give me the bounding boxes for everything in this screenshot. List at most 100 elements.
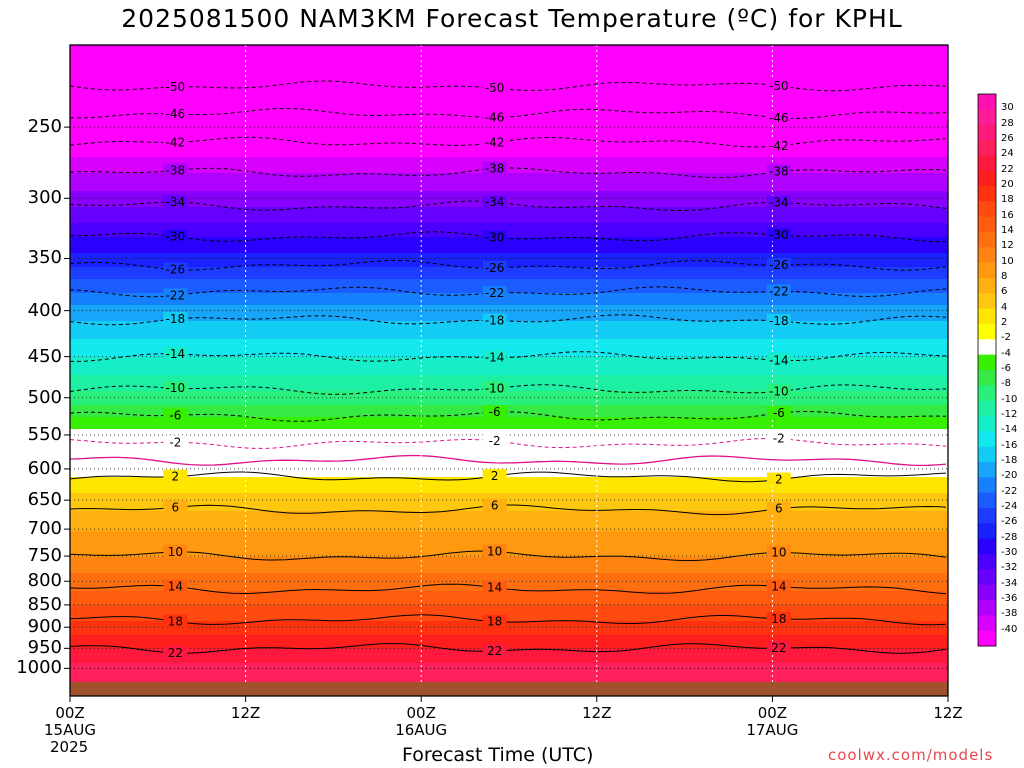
band-strip: [70, 333, 948, 336]
colorbar-frame: [977, 93, 997, 647]
y-tick-label: 950: [27, 637, 62, 659]
band-strip: [70, 77, 948, 80]
band-strip: [70, 239, 948, 242]
y-tick-label: 550: [27, 423, 62, 445]
band-strip: [70, 623, 948, 626]
isotherm-label-bg: [766, 501, 791, 515]
band-strip: [70, 215, 948, 218]
band-strip: [70, 155, 948, 158]
isotherm-label: 6: [491, 499, 499, 513]
band-strip: [70, 319, 948, 322]
colorbar-label: -12: [1001, 409, 1018, 420]
band-strip: [70, 569, 948, 572]
band-strip: [70, 417, 948, 420]
colorbar-swatch: [978, 109, 996, 126]
isotherm-label-bg: [163, 614, 188, 628]
y-tick-label: 450: [27, 345, 62, 367]
band-strip: [70, 361, 948, 364]
isotherm-label-bg: [766, 611, 791, 625]
band-strip: [70, 669, 948, 672]
band-strip: [70, 275, 948, 278]
colorbar-label: -6: [1001, 363, 1011, 374]
band-strip: [70, 365, 948, 368]
band-strip: [70, 197, 948, 200]
isotherm-label-bg: [163, 646, 188, 660]
colorbar-label: 14: [1001, 225, 1014, 236]
isotherm-line: [70, 107, 947, 119]
isotherm-line: [70, 351, 947, 362]
band-strip: [70, 185, 948, 188]
band-strip: [70, 257, 948, 260]
isotherm-label: -50: [485, 81, 505, 95]
band-strip: [70, 259, 948, 262]
band-strip: [70, 317, 948, 320]
band-strip: [70, 679, 948, 682]
band-strip: [70, 559, 948, 562]
band-strip: [70, 261, 948, 264]
band-strip: [70, 127, 948, 130]
band-strip: [70, 619, 948, 622]
colorbar-label: -22: [1001, 485, 1018, 497]
isotherm-line: [70, 259, 947, 271]
band-strip: [70, 57, 948, 60]
colorbar-swatch: [978, 262, 996, 279]
x-date-label: 15AUG: [44, 721, 96, 739]
colorbar-label: 18: [1001, 194, 1014, 206]
band-strip: [70, 639, 948, 642]
freezing-line: [70, 454, 947, 467]
band-strip: [70, 615, 948, 618]
isotherm-label: -6: [489, 405, 501, 419]
isotherm-label: -34: [166, 195, 186, 209]
colorbar-label: 22: [1001, 163, 1014, 175]
band-strip: [70, 373, 948, 376]
band-strip: [70, 573, 948, 576]
colorbar-label: 30: [1001, 102, 1014, 114]
isotherm-label: 14: [771, 579, 786, 593]
band-strip: [70, 355, 948, 358]
band-strip: [70, 469, 948, 472]
band-strip: [70, 167, 948, 170]
band-strip: [70, 49, 948, 52]
band-strip: [70, 137, 948, 140]
isotherm-label-bg: [766, 284, 791, 298]
isotherm-label: -22: [769, 284, 789, 298]
isotherm-label: -2: [489, 434, 501, 448]
band-strip: [70, 591, 948, 594]
band-strip: [70, 595, 948, 598]
band-strip: [70, 659, 948, 662]
band-strip: [70, 219, 948, 222]
isotherm-label-bg: [482, 469, 507, 483]
colorbar-label: -8: [1001, 378, 1011, 390]
band-strip: [70, 145, 948, 148]
band-strip: [70, 641, 948, 644]
band-strip: [70, 637, 948, 640]
band-strip: [70, 465, 948, 468]
band-strip: [70, 443, 948, 446]
band-strip: [70, 107, 948, 110]
isotherm-label-bg: [482, 405, 507, 419]
band-strip: [70, 243, 948, 246]
colorbar-label: -14: [1001, 424, 1018, 436]
isotherm-label-bg: [766, 138, 791, 152]
isotherm-label: -50: [166, 80, 186, 94]
band-strip: [70, 671, 948, 674]
colorbar-swatch: [978, 370, 996, 386]
band-strip: [70, 105, 948, 108]
colorbar-label: 26: [1001, 133, 1014, 144]
band-strip: [70, 605, 948, 608]
band-strip: [70, 661, 948, 664]
colorbar-swatch: [978, 508, 996, 524]
band-strip: [70, 299, 948, 302]
band-strip: [70, 583, 948, 586]
band-strip: [70, 533, 948, 536]
band-strip: [70, 321, 948, 324]
isotherm-label-bg: [163, 195, 188, 209]
band-strip: [70, 195, 948, 198]
band-strip: [70, 435, 948, 438]
band-strip: [70, 505, 948, 508]
band-strip: [70, 85, 948, 88]
band-strip: [70, 265, 948, 268]
band-strip: [70, 255, 948, 258]
band-strip: [70, 575, 948, 578]
band-strip: [70, 367, 948, 370]
